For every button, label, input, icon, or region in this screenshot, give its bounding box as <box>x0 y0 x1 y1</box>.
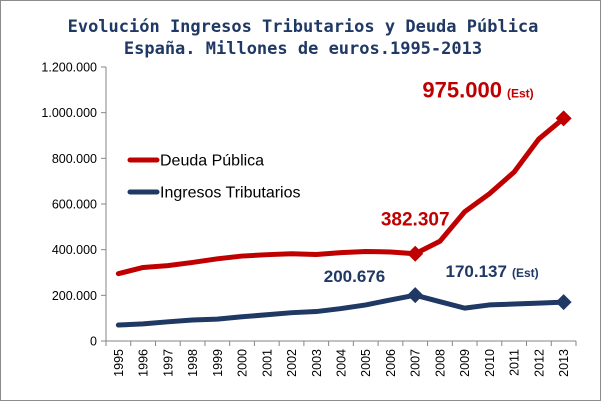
y-tick-label: 1.200.000 <box>41 61 97 75</box>
y-tick-label: 1.000.000 <box>41 106 97 120</box>
data-label-value: 200.676 <box>324 267 385 286</box>
series-line-0 <box>115 115 567 277</box>
y-tick-label: 800.000 <box>52 152 97 166</box>
x-tick-label: 1997 <box>161 349 175 377</box>
series-lines <box>115 110 572 328</box>
data-point-marker <box>407 287 424 304</box>
chart-title: Evolución Ingresos Tributarios y Deuda P… <box>68 17 539 37</box>
x-tick-label: 2002 <box>285 349 299 377</box>
x-tick-label: 2013 <box>557 349 571 377</box>
legend: Deuda Pública Ingresos Tributarios <box>127 153 301 202</box>
data-labels: 382.307 975.000 (Est) 200.676 170.137 (Est) <box>324 77 539 286</box>
data-label-value: 170.137 <box>446 262 507 281</box>
x-tick-label: 1999 <box>211 349 225 377</box>
legend-label-1: Ingresos Tributarios <box>160 185 301 202</box>
x-tick-label: 1996 <box>137 349 151 377</box>
series-line-1 <box>115 292 567 328</box>
x-tick-label: 2007 <box>409 349 423 377</box>
data-label-value: 975.000 <box>422 77 502 102</box>
x-tick-label: 2008 <box>433 349 447 377</box>
x-tick-label: 2009 <box>458 349 472 377</box>
x-tick-label: 2010 <box>483 349 497 377</box>
data-label-value: 382.307 <box>381 210 450 231</box>
x-tick-label: 2003 <box>310 349 324 377</box>
y-tick-label: 600.000 <box>52 198 97 212</box>
x-tick-label: 1995 <box>112 349 126 377</box>
axis-ticks: 0 200.000 400.000 600.000 800.000 1.000.000 1.… <box>41 61 577 377</box>
data-label: 200.676 <box>324 267 385 286</box>
data-label-suffix: (Est) <box>507 86 534 100</box>
data-label: 975.000 (Est) <box>422 77 533 102</box>
x-tick-label: 2000 <box>236 349 250 377</box>
x-tick-label: 2001 <box>260 349 274 377</box>
x-tick-label: 2005 <box>359 349 373 377</box>
y-tick-label: 200.000 <box>52 289 97 303</box>
x-tick-label: 2012 <box>532 349 546 377</box>
data-label: 382.307 <box>381 210 450 231</box>
x-tick-label: 2004 <box>335 349 349 377</box>
data-label: 170.137 (Est) <box>446 262 539 281</box>
chart-subtitle: España. Millones de euros.1995-2013 <box>124 39 482 59</box>
data-point-marker <box>407 245 424 262</box>
x-tick-label: 2006 <box>384 349 398 377</box>
y-tick-label: 400.000 <box>52 243 97 257</box>
y-tick-label: 0 <box>90 335 97 349</box>
data-label-suffix: (Est) <box>512 266 539 280</box>
x-tick-label: 1998 <box>186 349 200 377</box>
legend-label-0: Deuda Pública <box>160 153 264 170</box>
data-point-marker <box>555 294 572 311</box>
x-tick-label: 2011 <box>508 349 522 376</box>
data-point-marker <box>555 110 572 127</box>
